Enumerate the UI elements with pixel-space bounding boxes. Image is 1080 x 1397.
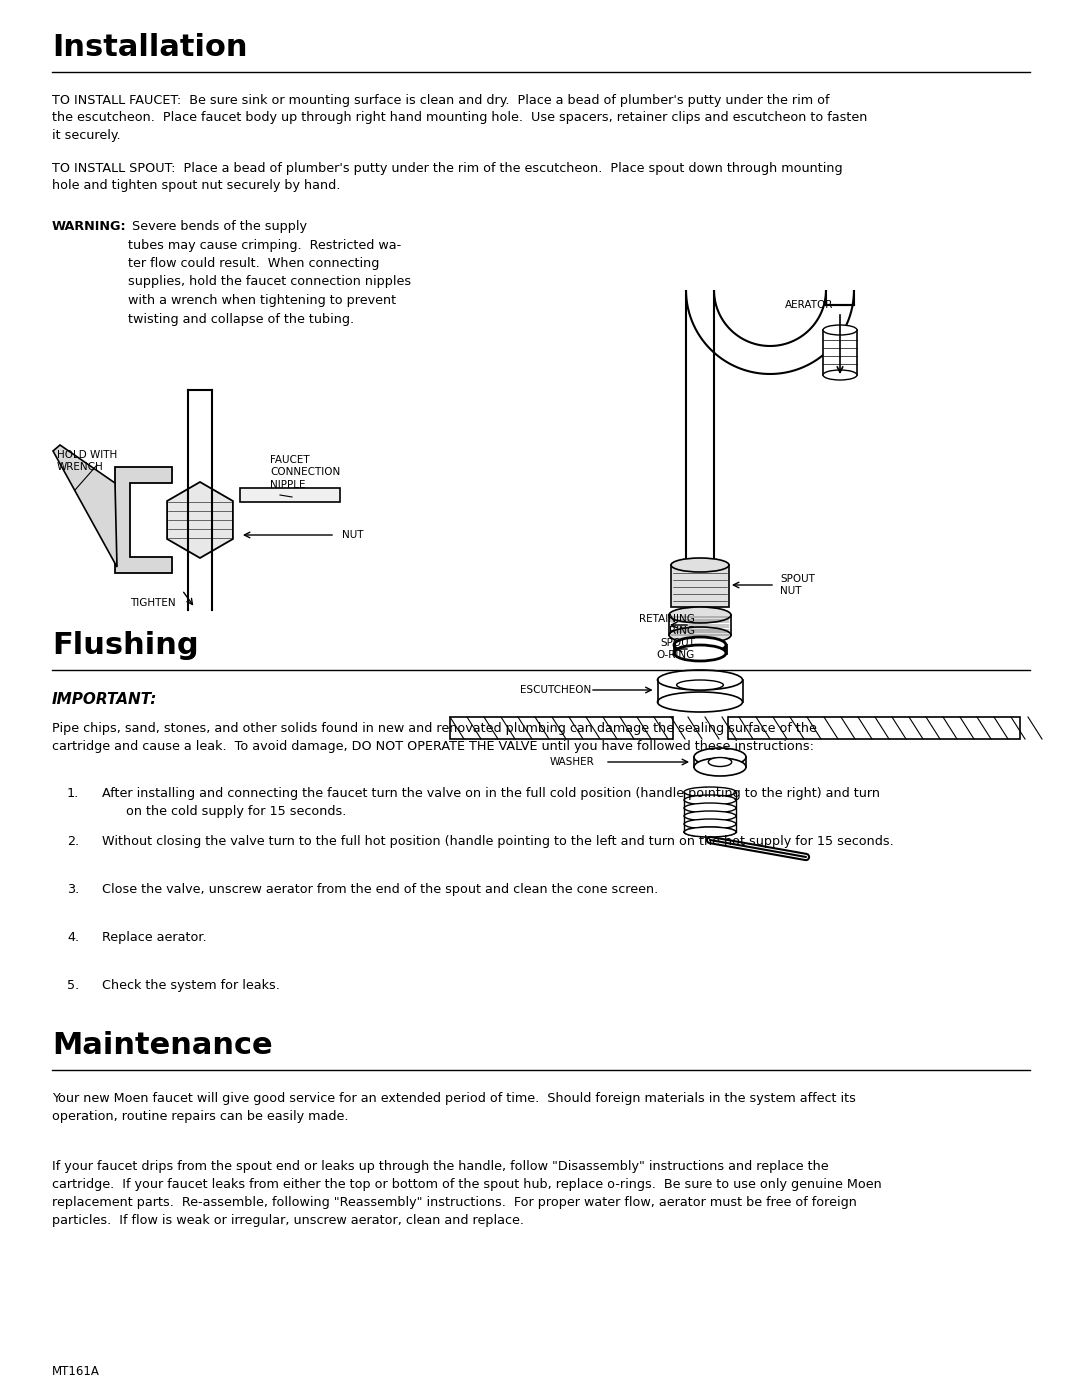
Text: TO INSTALL FAUCET:  Be sure sink or mounting surface is clean and dry.  Place a : TO INSTALL FAUCET: Be sure sink or mount… <box>52 94 867 142</box>
Ellipse shape <box>674 645 726 661</box>
FancyBboxPatch shape <box>450 717 1020 739</box>
Text: 2.: 2. <box>67 835 79 848</box>
Text: Installation: Installation <box>52 34 247 61</box>
Text: WARNING:: WARNING: <box>52 219 126 233</box>
FancyBboxPatch shape <box>240 488 340 502</box>
Ellipse shape <box>823 370 858 380</box>
Text: NUT: NUT <box>342 529 364 541</box>
Text: Replace aerator.: Replace aerator. <box>102 930 206 944</box>
Ellipse shape <box>658 671 743 690</box>
Text: 1.: 1. <box>67 787 79 800</box>
Ellipse shape <box>677 680 724 690</box>
Ellipse shape <box>674 637 726 652</box>
Ellipse shape <box>694 747 746 766</box>
Text: Pipe chips, sand, stones, and other solids found in new and renovated plumbing c: Pipe chips, sand, stones, and other soli… <box>52 722 816 753</box>
Text: 3.: 3. <box>67 883 79 895</box>
Text: After installing and connecting the faucet turn the valve on in the full cold po: After installing and connecting the fauc… <box>102 787 880 817</box>
Text: SPOUT
O-RING: SPOUT O-RING <box>657 638 696 661</box>
Ellipse shape <box>694 759 746 775</box>
Ellipse shape <box>684 819 735 828</box>
Polygon shape <box>114 467 172 573</box>
Polygon shape <box>167 482 233 557</box>
Text: Your new Moen faucet will give good service for an extended period of time.  Sho: Your new Moen faucet will give good serv… <box>52 1092 855 1123</box>
Text: Flushing: Flushing <box>52 631 199 659</box>
FancyBboxPatch shape <box>671 564 729 608</box>
Text: TIGHTEN: TIGHTEN <box>130 598 176 608</box>
Text: HOLD WITH
WRENCH: HOLD WITH WRENCH <box>57 450 118 472</box>
FancyBboxPatch shape <box>823 330 858 374</box>
Text: ESCUTCHEON: ESCUTCHEON <box>519 685 591 694</box>
Text: WASHER: WASHER <box>550 757 595 767</box>
Text: Severe bends of the supply
tubes may cause crimping.  Restricted wa-
ter flow co: Severe bends of the supply tubes may cau… <box>129 219 411 326</box>
Polygon shape <box>53 446 117 567</box>
Ellipse shape <box>669 627 731 643</box>
Text: RETAINING
RING: RETAINING RING <box>639 613 696 636</box>
Text: 4.: 4. <box>67 930 79 944</box>
Text: AERATOR: AERATOR <box>785 300 834 310</box>
Ellipse shape <box>684 803 735 813</box>
Text: 5.: 5. <box>67 979 79 992</box>
Text: Check the system for leaks.: Check the system for leaks. <box>102 979 280 992</box>
Polygon shape <box>686 291 854 570</box>
FancyBboxPatch shape <box>673 717 728 740</box>
Ellipse shape <box>708 757 732 767</box>
Text: SPOUT
NUT: SPOUT NUT <box>780 574 815 597</box>
Text: IMPORTANT:: IMPORTANT: <box>52 692 158 707</box>
Ellipse shape <box>823 326 858 335</box>
Text: Close the valve, unscrew aerator from the end of the spout and clean the cone sc: Close the valve, unscrew aerator from th… <box>102 883 658 895</box>
Ellipse shape <box>658 692 743 712</box>
Text: FAUCET
CONNECTION
NIPPLE: FAUCET CONNECTION NIPPLE <box>270 455 340 490</box>
Text: If your faucet drips from the spout end or leaks up through the handle, follow ": If your faucet drips from the spout end … <box>52 1160 881 1227</box>
Ellipse shape <box>684 827 735 837</box>
Ellipse shape <box>671 557 729 571</box>
Text: MT161A: MT161A <box>52 1365 99 1377</box>
Ellipse shape <box>684 827 735 837</box>
Text: Without closing the valve turn to the full hot position (handle pointing to the : Without closing the valve turn to the fu… <box>102 835 894 848</box>
Text: TO INSTALL SPOUT:  Place a bead of plumber's putty under the rim of the escutche: TO INSTALL SPOUT: Place a bead of plumbe… <box>52 162 842 193</box>
Ellipse shape <box>684 812 735 821</box>
Ellipse shape <box>684 787 735 798</box>
Text: Maintenance: Maintenance <box>52 1031 272 1060</box>
Ellipse shape <box>684 795 735 805</box>
Ellipse shape <box>669 608 731 623</box>
